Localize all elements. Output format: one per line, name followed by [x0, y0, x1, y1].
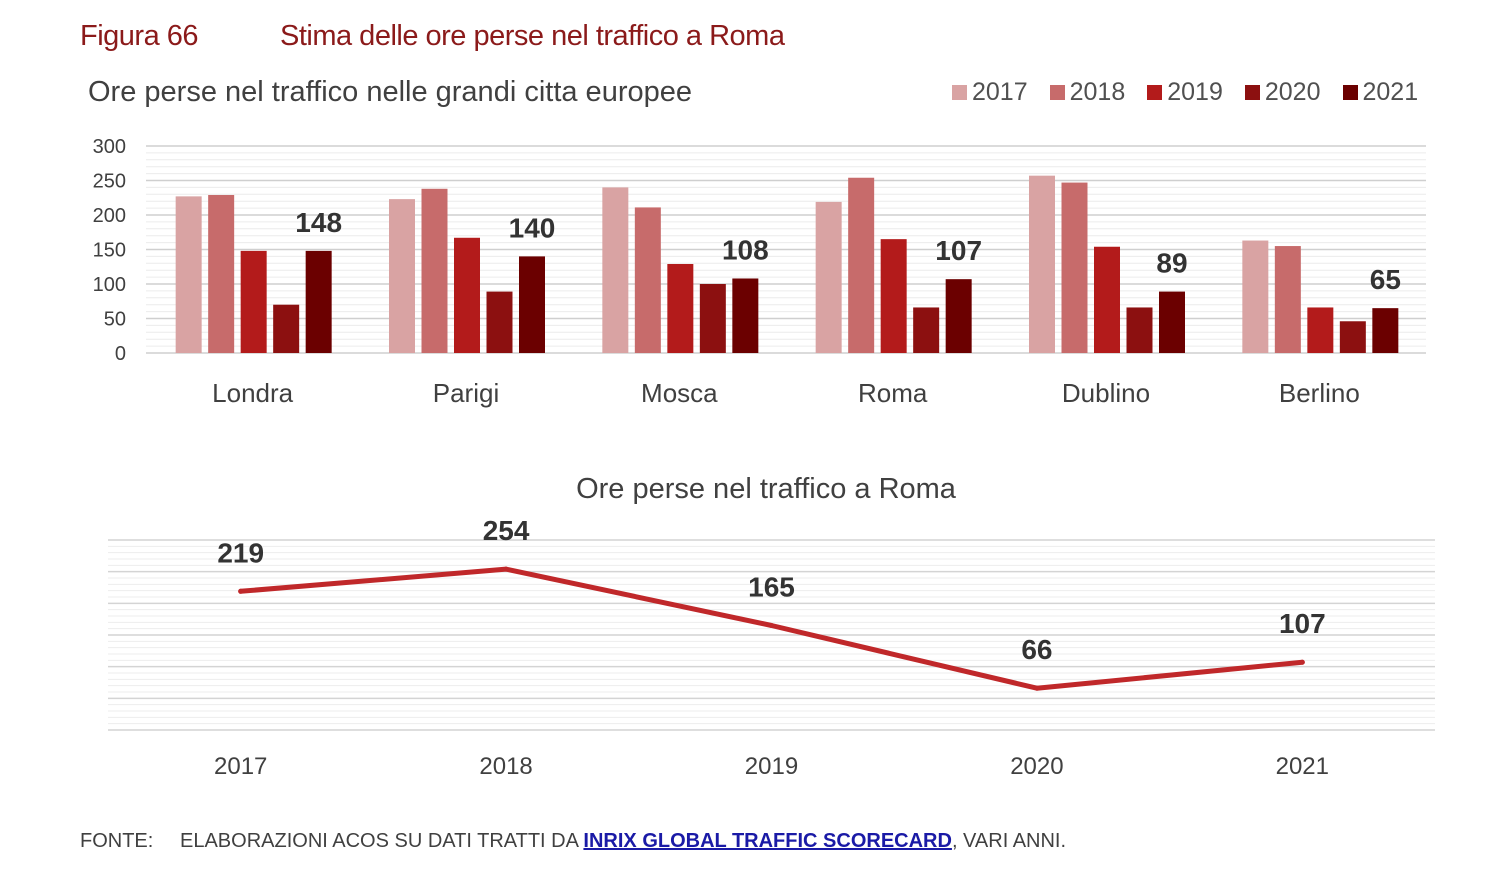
bar-mosca-2018 — [634, 207, 661, 353]
source-label: FONTE: — [80, 830, 154, 852]
y-tick-label: 0 — [115, 343, 126, 365]
bar-roma-2020 — [913, 307, 940, 353]
line-chart-title: Ore perse nel traffico a Roma — [576, 473, 956, 505]
line-point-2018 — [503, 566, 509, 572]
y-tick-label: 250 — [93, 171, 126, 193]
bar-roma-2018 — [848, 177, 875, 353]
source-link[interactable]: INRIX GLOBAL TRAFFIC SCORECARD — [583, 830, 952, 852]
bar-parigi-2021 — [519, 256, 545, 353]
y-tick-label: 100 — [93, 274, 126, 296]
bar-londra-2017 — [175, 196, 202, 353]
bar-londra-2021 — [305, 250, 332, 353]
legend-item-2019[interactable]: 2019 — [1147, 78, 1223, 107]
x-tick-label: Dublino — [1062, 378, 1150, 408]
bar-mosca-2019 — [667, 263, 694, 353]
line-x-tick-label: 2021 — [1276, 753, 1329, 780]
legend-label-2021: 2021 — [1362, 78, 1419, 106]
x-tick-label: Mosca — [641, 378, 718, 408]
data-label-mosca: 108 — [722, 234, 769, 265]
y-tick-label: 150 — [93, 240, 126, 262]
data-label-dublino: 89 — [1156, 248, 1187, 279]
figure-label: Figura 66 — [80, 20, 199, 52]
bar-parigi-2020 — [486, 291, 513, 353]
source-prefix: ELABORAZIONI ACOS SU DATI TRATTI DA — [180, 830, 584, 852]
legend-swatch-2018 — [1049, 85, 1065, 100]
bar-berlino-2021 — [1372, 308, 1399, 353]
bar-londra-2019 — [240, 250, 267, 353]
line-chart-x-axis: 2017 2018 2019 2020 2021 — [214, 753, 1329, 780]
legend-item-2017[interactable]: 2017 — [952, 78, 1028, 107]
legend-swatch-2020 — [1244, 85, 1260, 100]
bar-londra-2018 — [208, 194, 235, 353]
legend-swatch-2017 — [952, 85, 967, 100]
bar-parigi-2017 — [389, 199, 415, 353]
bar-dublino-2019 — [1094, 246, 1120, 353]
x-tick-label: Berlino — [1279, 378, 1360, 408]
bar-roma-2019 — [880, 239, 907, 353]
y-tick-label: 300 — [93, 136, 126, 158]
bar-berlino-2019 — [1307, 307, 1334, 353]
data-label-roma: 107 — [935, 235, 982, 266]
bar-chart-legend: 2017 2018 2019 2020 2021 — [952, 78, 1418, 107]
line-data-label-2021: 107 — [1279, 608, 1326, 639]
x-tick-label: Londra — [212, 378, 293, 408]
bar-dublino-2020 — [1126, 307, 1153, 353]
legend-label-2018: 2018 — [1069, 78, 1126, 106]
line-x-tick-label: 2018 — [479, 753, 532, 780]
line-chart-data-labels: 219 254 165 66 107 — [217, 515, 1325, 665]
legend-swatch-2021 — [1342, 85, 1358, 100]
bar-berlino-2018 — [1274, 246, 1301, 353]
source-suffix: , VARI ANNI. — [951, 830, 1067, 852]
bar-mosca-2021 — [732, 278, 759, 353]
line-data-label-2019: 165 — [748, 572, 795, 603]
legend-swatch-2019 — [1147, 85, 1163, 100]
bar-londra-2020 — [273, 304, 300, 353]
line-data-label-2018: 254 — [483, 515, 530, 546]
line-point-2021 — [1299, 659, 1305, 665]
bar-chart-title: Ore perse nel traffico nelle grandi citt… — [88, 76, 692, 108]
legend-label-2020: 2020 — [1264, 78, 1321, 106]
legend-item-2018[interactable]: 2018 — [1049, 78, 1126, 107]
bar-mosca-2017 — [602, 187, 629, 353]
bar-berlino-2017 — [1242, 240, 1269, 353]
line-chart-grid — [108, 539, 1435, 731]
line-chart-series — [238, 566, 1305, 691]
line-point-2017 — [238, 588, 244, 594]
line-data-label-2020: 66 — [1021, 634, 1052, 665]
line-x-tick-label: 2020 — [1010, 753, 1063, 780]
source-note: FONTE: ELABORAZIONI ACOS SU DATI TRATTI D… — [80, 830, 1066, 853]
bar-roma-2021 — [945, 279, 972, 353]
bar-mosca-2020 — [699, 284, 726, 353]
line-x-tick-label: 2019 — [745, 753, 798, 780]
bar-roma-2017 — [815, 201, 842, 353]
bar-parigi-2018 — [421, 188, 448, 353]
bar-berlino-2020 — [1339, 321, 1366, 353]
data-label-berlino: 65 — [1370, 264, 1401, 295]
bar-chart-bars — [175, 175, 1399, 353]
line-point-2019 — [769, 623, 774, 628]
y-tick-label: 50 — [104, 309, 126, 331]
bar-chart-grid — [146, 145, 1426, 354]
legend-item-2020[interactable]: 2020 — [1244, 78, 1321, 107]
data-label-parigi: 140 — [509, 212, 556, 243]
x-tick-label: Parigi — [433, 378, 499, 408]
legend-label-2017: 2017 — [972, 78, 1028, 106]
legend-label-2019: 2019 — [1167, 78, 1223, 106]
bar-parigi-2019 — [454, 237, 480, 353]
y-tick-label: 200 — [93, 205, 126, 227]
bar-dublino-2017 — [1029, 175, 1055, 353]
x-tick-label: Roma — [858, 378, 928, 408]
line-x-tick-label: 2017 — [214, 753, 267, 780]
line-point-2020 — [1034, 685, 1040, 691]
line-data-label-2017: 219 — [217, 537, 264, 568]
bar-chart-x-axis: Londra Parigi Mosca Roma Dublino Berlino — [212, 378, 1360, 408]
bar-chart-data-labels: 148 140 108 107 89 65 — [295, 207, 1401, 295]
bar-dublino-2018 — [1061, 182, 1088, 353]
bar-chart-y-axis: 0 50 100 150 200 250 300 — [93, 136, 126, 365]
legend-item-2021[interactable]: 2021 — [1342, 78, 1419, 107]
data-label-londra: 148 — [295, 207, 342, 238]
figure-title: Stima delle ore perse nel traffico a Rom… — [280, 20, 785, 52]
bar-dublino-2021 — [1159, 291, 1185, 353]
